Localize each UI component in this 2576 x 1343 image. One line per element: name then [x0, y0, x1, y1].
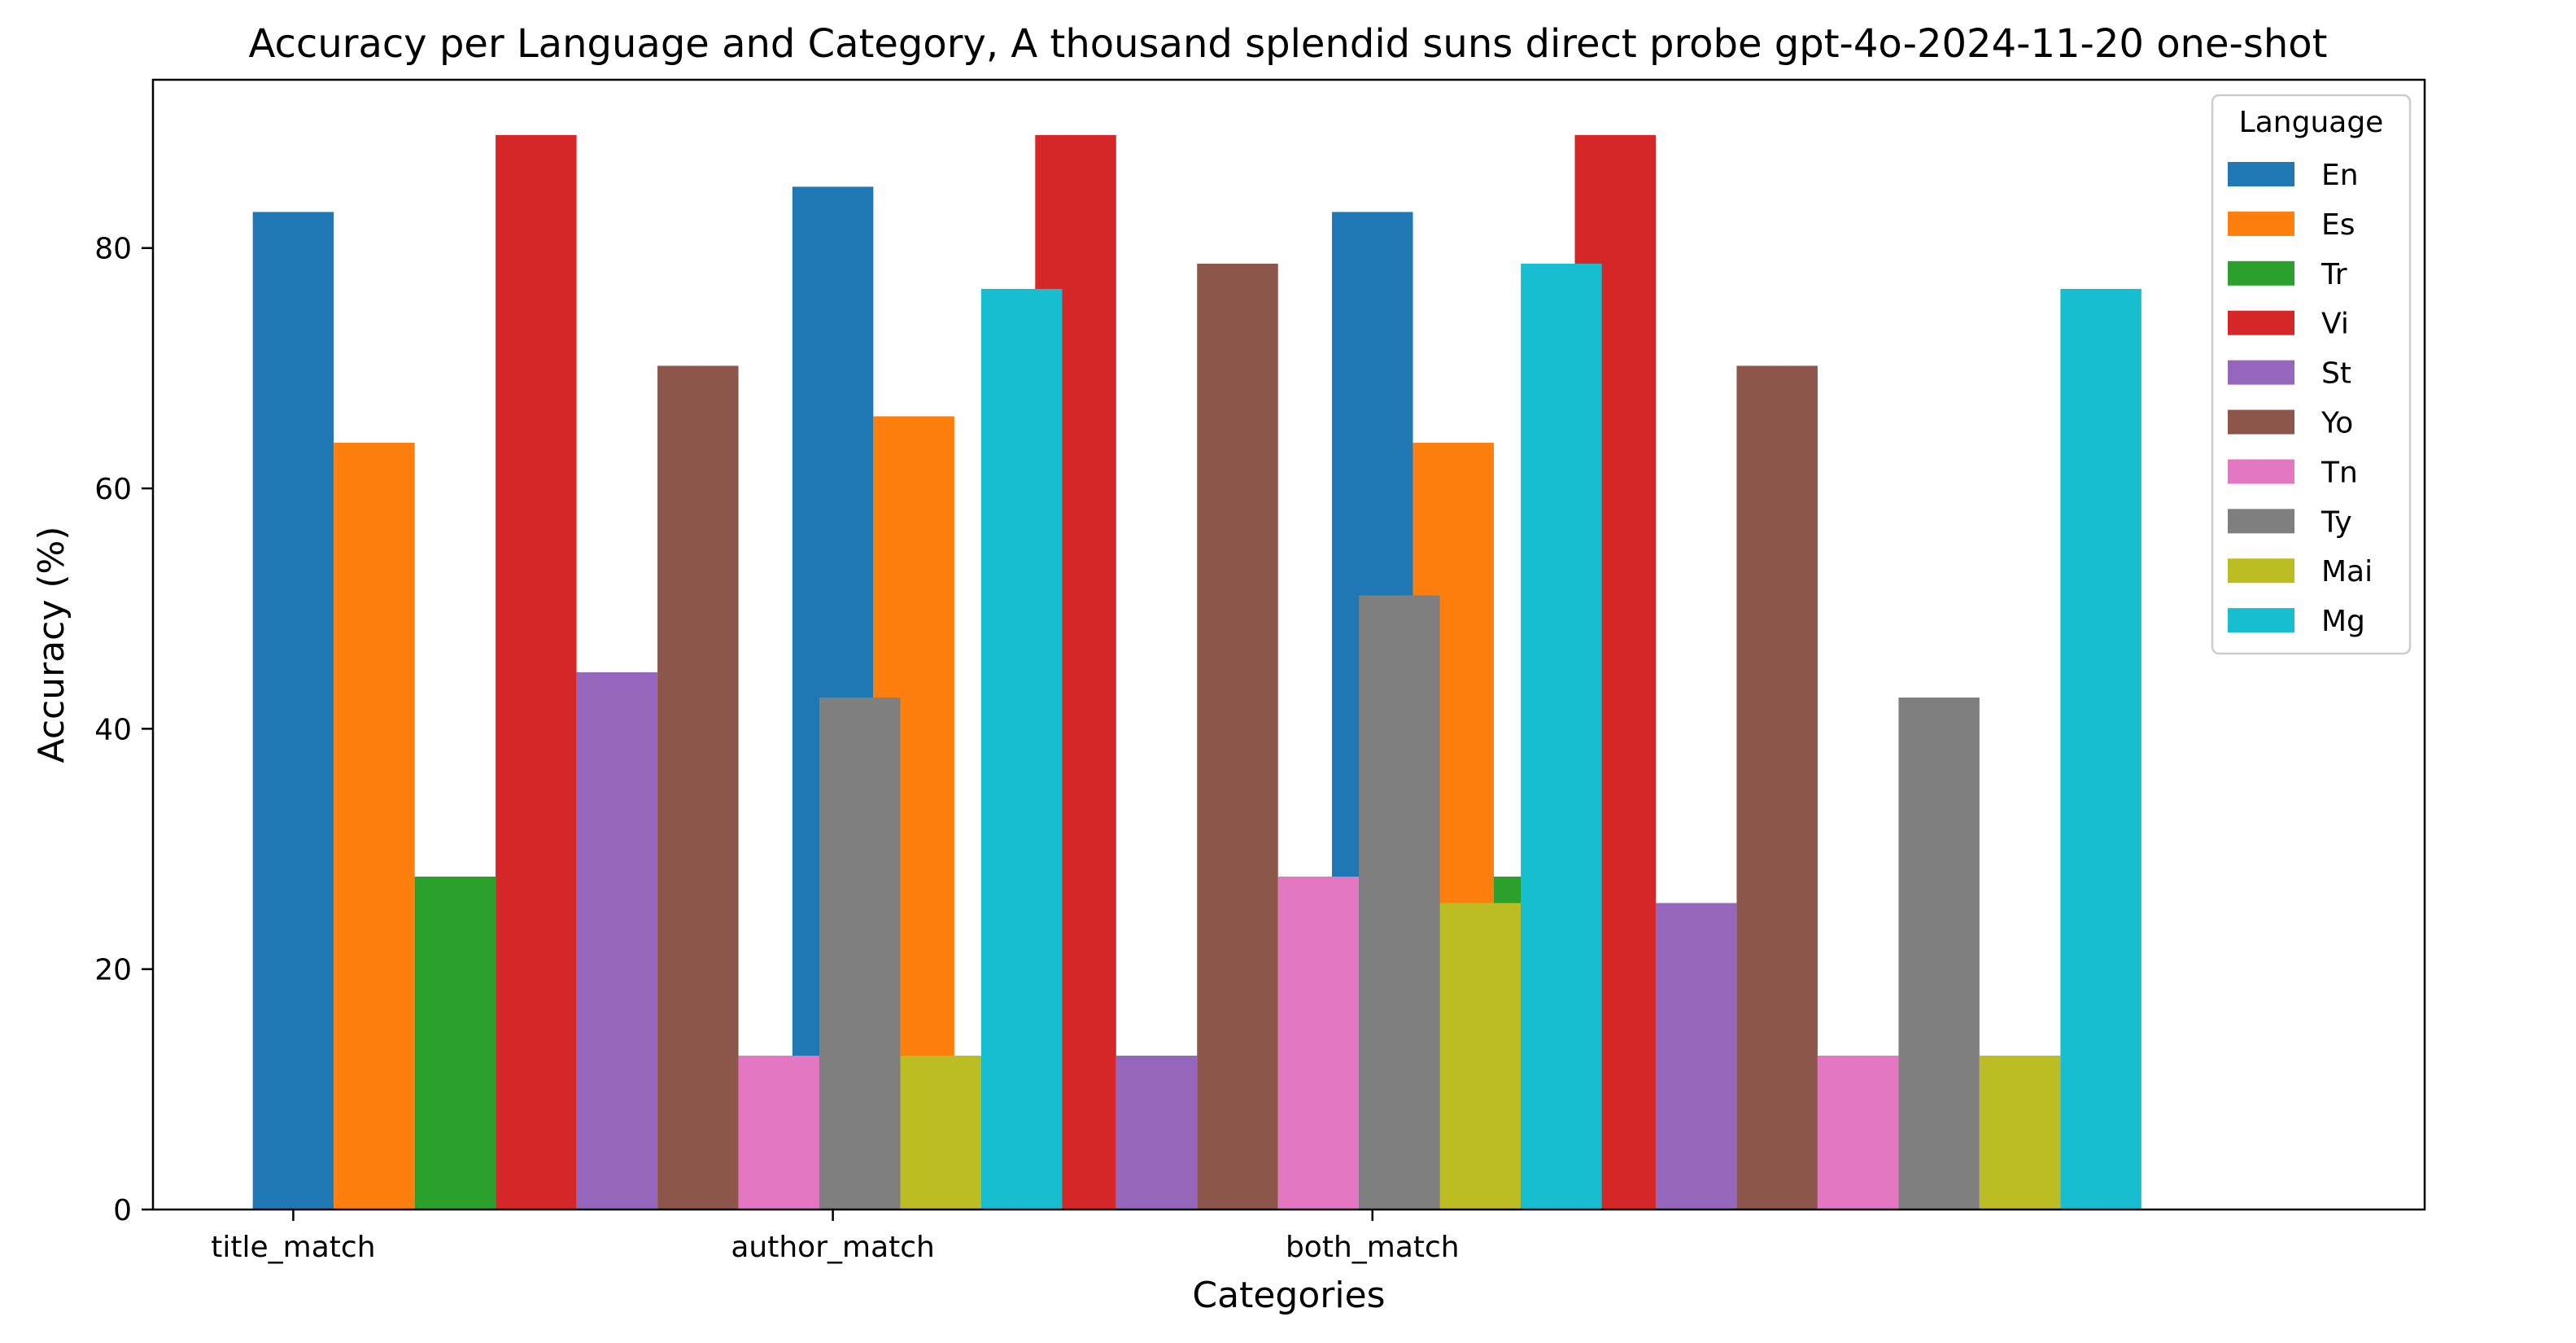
legend-swatch: [2228, 608, 2294, 633]
legend-label: Yo: [2321, 407, 2353, 440]
series-ty: [819, 595, 1980, 1210]
bar-mai-title_match: [900, 1056, 981, 1210]
bar-ty-both_match: [1898, 697, 1980, 1210]
legend-label: Mg: [2321, 605, 2365, 638]
legend-item-mg: Mg: [2228, 605, 2365, 638]
bar-ty-title_match: [819, 697, 901, 1210]
y-tick-label: 80: [94, 233, 132, 266]
legend-item-yo: Yo: [2228, 407, 2353, 440]
legend-item-st: St: [2228, 357, 2351, 391]
series-tn: [738, 876, 1899, 1210]
bar-tn-both_match: [1817, 1056, 1899, 1210]
bar-st-author_match: [1116, 1056, 1198, 1210]
legend-label: Tn: [2321, 456, 2358, 489]
x-axis-label: Categories: [1192, 1275, 1385, 1316]
legend-label: Ty: [2321, 505, 2352, 539]
legend-swatch: [2228, 310, 2294, 335]
legend-label: Es: [2321, 208, 2356, 242]
chart-title: Accuracy per Language and Category, A th…: [249, 21, 2328, 67]
legend-item-ty: Ty: [2228, 505, 2352, 539]
legend-swatch: [2228, 409, 2294, 435]
bar-yo-author_match: [1197, 263, 1278, 1210]
bar-tn-title_match: [738, 1056, 820, 1210]
bar-st-both_match: [1655, 903, 1737, 1210]
legend-swatch: [2228, 459, 2294, 484]
y-axis-label: Accuracy (%): [31, 526, 72, 763]
x-tick-label: author_match: [731, 1231, 935, 1264]
y-tick-label: 0: [113, 1194, 132, 1227]
bar-mg-both_match: [2060, 288, 2142, 1210]
bar-es-title_match: [334, 442, 415, 1210]
y-tick-label: 20: [94, 954, 132, 987]
legend-label: En: [2321, 159, 2359, 192]
plot-frame: [151, 78, 2426, 1211]
legend-swatch: [2228, 509, 2294, 534]
bar-mg-title_match: [980, 288, 1063, 1210]
bar-vi-title_match: [496, 134, 577, 1210]
y-tick-label: 60: [94, 473, 132, 506]
x-tick-label: both_match: [1286, 1231, 1460, 1264]
bar-tr-title_match: [414, 876, 496, 1210]
bar-mg-author_match: [1521, 263, 1602, 1210]
legend-item-es: Es: [2228, 208, 2356, 242]
legend-item-tn: Tn: [2228, 456, 2358, 489]
legend-label: Vi: [2321, 308, 2349, 341]
legend-item-en: En: [2228, 159, 2359, 192]
bars: [252, 134, 2142, 1210]
bar-tn-author_match: [1277, 876, 1360, 1210]
legend: Language En Es Tr Vi St Yo Tn Ty Mai Mg: [2211, 94, 2412, 655]
series-mg: [980, 263, 2142, 1210]
bar-mai-author_match: [1439, 903, 1522, 1210]
bar-st-title_match: [576, 672, 658, 1210]
bar-en-title_match: [252, 212, 334, 1210]
bar-ty-author_match: [1359, 595, 1440, 1210]
legend-swatch: [2228, 211, 2294, 236]
legend-swatch: [2228, 162, 2294, 186]
legend-swatch: [2228, 260, 2294, 286]
bar-mai-both_match: [1979, 1056, 2061, 1210]
legend-title: Language: [2239, 106, 2384, 139]
series-yo: [657, 263, 1818, 1210]
legend-swatch: [2228, 360, 2294, 385]
series-st: [576, 672, 1737, 1210]
legend-item-tr: Tr: [2228, 258, 2347, 291]
legend-item-vi: Vi: [2228, 308, 2349, 341]
bar-yo-title_match: [657, 365, 739, 1210]
series-mai: [900, 903, 2061, 1210]
x-tick-label: title_match: [211, 1231, 375, 1264]
bar-yo-both_match: [1736, 365, 1818, 1210]
legend-label: Mai: [2321, 555, 2373, 588]
legend-swatch: [2228, 558, 2294, 584]
axes: 0 20 40 60 80 title_match author_match both_mat…: [94, 78, 2426, 1264]
legend-label: St: [2321, 357, 2351, 391]
legend-label: Tr: [2321, 258, 2347, 291]
legend-item-mai: Mai: [2228, 555, 2373, 588]
y-tick-label: 40: [94, 713, 132, 746]
